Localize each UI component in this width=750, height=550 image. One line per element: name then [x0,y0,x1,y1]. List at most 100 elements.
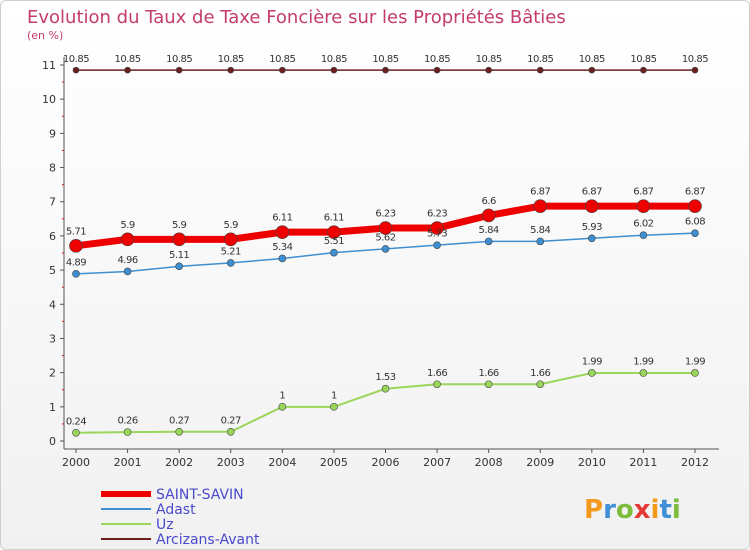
y-tick-label: 5 [49,264,56,277]
data-label: 1.53 [375,372,395,383]
data-point [275,225,290,239]
x-tick-label: 2001 [114,456,142,469]
data-point [691,369,699,377]
data-label: 6.02 [633,219,653,230]
data-point [172,232,186,247]
data-point [691,66,699,74]
data-label: 5.62 [375,232,395,243]
data-point [227,66,235,74]
data-label: 1 [279,390,285,401]
data-point [536,237,545,246]
data-point [382,66,389,74]
data-label: 5.51 [324,236,344,247]
data-label: 5.84 [479,225,499,236]
data-label: 6.87 [530,187,550,198]
data-label: 10.85 [115,54,141,65]
data-point [175,427,183,436]
data-label: 10.85 [527,54,553,65]
data-point [226,427,235,436]
data-point [484,237,493,246]
logo-letter: i [651,495,660,525]
data-point [381,245,390,253]
x-tick-label: 2003 [217,456,245,469]
y-tick-label: 4 [49,298,56,311]
data-point [330,66,338,74]
data-label: 6.87 [685,187,705,198]
legend-label: Uz [156,517,174,533]
y-tick-label: 11 [42,59,56,72]
data-label: 5.84 [530,225,550,236]
data-label: 6.11 [272,213,292,224]
data-label: 6.08 [685,217,705,228]
data-point [175,262,183,271]
logo-letter: o [616,495,634,525]
y-tick-label: 7 [49,196,56,209]
data-point [585,199,599,213]
data-label: 6.11 [324,213,344,224]
x-tick-label: 2005 [320,456,348,469]
y-tick-label: 8 [49,162,56,175]
data-label: 0.27 [169,415,189,426]
data-point [120,232,135,247]
data-label: 6.6 [481,196,496,207]
data-label: 1 [331,390,337,401]
data-point [72,428,80,437]
x-tick-label: 2002 [165,456,193,469]
data-label: 1.66 [479,368,499,379]
data-point [330,248,338,257]
data-label: 10.85 [269,54,295,65]
logo-letter: P [584,495,603,525]
x-tick-label: 2000 [62,456,90,469]
x-tick-label: 2004 [268,456,296,469]
logo-letter: r [603,495,616,525]
data-point [636,199,651,213]
data-label: 10.85 [630,54,656,65]
data-label: 5.9 [224,220,239,231]
data-label: 10.85 [321,54,347,65]
data-labels: 5.71 5.9 5.9 5.9 6.11 6.11 6.23 6.23 6.6 6.87 6.87… [63,54,709,427]
data-point [69,239,83,253]
x-tick-label: 2006 [372,456,400,469]
data-point [433,241,441,249]
data-point [430,221,444,235]
data-point [278,403,287,411]
data-point [688,199,702,213]
y-tick-label: 9 [49,127,56,140]
y-tick-label: 2 [49,367,56,380]
data-point [484,380,493,389]
data-point [279,66,286,74]
x-tick-label: 2011 [629,456,657,469]
x-tick-label: 2008 [475,456,503,469]
x-tick-label: 2012 [681,456,709,469]
data-point [536,66,544,74]
data-point [640,66,647,74]
chart-subtitle: (en %) [27,29,63,42]
data-point [175,66,183,74]
data-label: 5.34 [272,242,292,253]
data-point [72,66,80,74]
legend-label: Arcizans-Avant [156,532,260,548]
data-label: 5.71 [66,226,86,237]
data-point [533,199,548,213]
data-label: 10.85 [218,54,244,65]
data-point [691,229,699,237]
data-point [588,66,596,74]
data-label: 6.23 [375,209,395,220]
data-label: 5.11 [169,250,189,261]
data-label: 1.99 [685,356,705,367]
data-label: 10.85 [682,54,708,65]
data-label: 5.9 [172,220,187,231]
logo-wordmark: Proxiti [584,495,681,525]
data-label: 6.87 [582,187,602,198]
series-lines [69,66,702,437]
data-label: 1.66 [427,368,447,379]
proxiti-logo: Proxiti [584,495,681,525]
data-point [327,225,341,239]
y-tick-label: 1 [49,401,56,414]
x-tick-label: 2007 [423,456,451,469]
data-label: 10.85 [424,54,450,65]
data-label: 4.96 [117,255,137,266]
y-tick-label: 6 [49,230,56,243]
